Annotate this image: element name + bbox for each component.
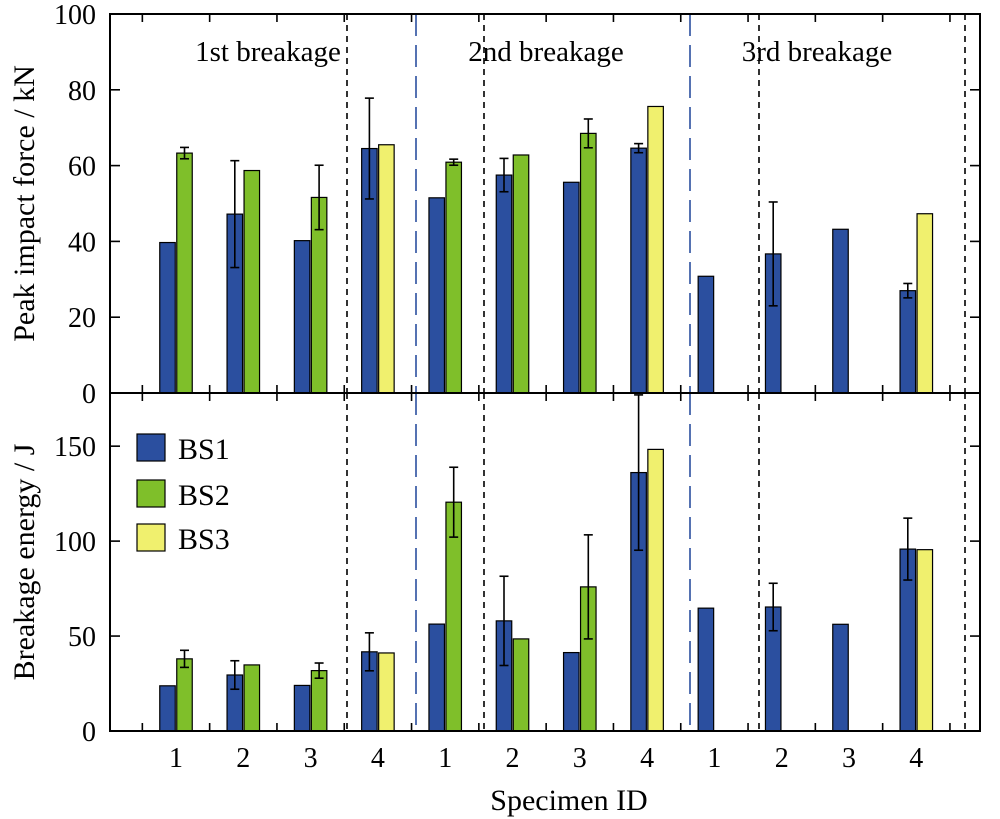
bar-bs1	[159, 241, 176, 394]
y-tick-label: 50	[68, 622, 96, 653]
bar-bs3	[916, 549, 934, 732]
x-axis-label: Specimen ID	[490, 784, 647, 817]
bar-bs3	[378, 144, 395, 394]
bar-bs2	[243, 169, 261, 394]
y-tick-label: 60	[68, 152, 96, 183]
panel-peak-impact-force: 0 20 40 60 80 100 Peak impact force / kN 1st b…	[8, 0, 981, 410]
x-tick-label: 2	[236, 743, 250, 774]
x-tick-label: 2	[775, 743, 789, 774]
legend-label: BS1	[178, 433, 230, 466]
bar-bs2	[445, 161, 463, 394]
bar-bs1	[697, 607, 715, 732]
legend-swatch-bs3	[136, 523, 166, 552]
bar-bs1	[428, 197, 446, 394]
x-tick-label: 4	[371, 743, 385, 774]
legend-label: BS2	[178, 479, 230, 512]
panel-breakage-energy: 0 50 100 150 Breakage energy / J BS1 BS2 BS3	[8, 392, 981, 748]
bar-bs3	[647, 448, 664, 732]
bar-bs2	[579, 132, 597, 394]
section-label: 3rd breakage	[742, 36, 893, 68]
section-label: 2nd breakage	[468, 36, 623, 68]
legend-label: BS3	[178, 523, 230, 556]
y-tick-label: 100	[54, 0, 96, 31]
bar-bs2	[512, 154, 530, 394]
x-tick-label: 4	[640, 743, 654, 774]
bar-bs1	[630, 147, 647, 394]
y-tick-label: 100	[54, 527, 96, 558]
bar-bs1	[495, 174, 513, 394]
bar-bs3	[378, 652, 395, 732]
bar-bs1	[428, 623, 446, 732]
y-tick-label: 40	[68, 227, 96, 258]
y-axis-label: Breakage energy / J	[8, 443, 41, 680]
x-tick-label: 3	[304, 743, 318, 774]
x-tick-label: 1	[438, 743, 452, 774]
bar-bs3	[916, 213, 934, 394]
bar-bs1	[293, 684, 311, 732]
panel-frame	[109, 392, 981, 732]
section-label: 1st breakage	[195, 36, 341, 68]
y-tick-label: 80	[68, 76, 96, 107]
y-tick-label: 20	[68, 303, 96, 334]
y-axis-label: Peak impact force / kN	[8, 65, 41, 342]
bar-bs1	[293, 240, 311, 394]
bar-bs1	[159, 685, 176, 732]
bar-bs2	[310, 670, 328, 732]
bar-bs1	[562, 181, 580, 394]
legend-swatch-bs1	[136, 433, 166, 462]
bar-bs1	[899, 290, 917, 394]
x-tick-label: 3	[842, 743, 856, 774]
x-tick-label: 1	[169, 743, 183, 774]
legend-swatch-bs2	[136, 479, 166, 508]
bar-bs2	[176, 658, 193, 732]
bar-bs2	[512, 638, 530, 732]
bar-bs3	[647, 105, 664, 394]
y-tick-label: 150	[54, 432, 96, 463]
bar-bs2	[243, 664, 261, 732]
x-tick-label: 4	[909, 743, 923, 774]
y-tick-label: 0	[82, 379, 96, 410]
x-tick-label: 3	[573, 743, 587, 774]
bar-bs2	[176, 152, 193, 394]
y-tick-label: 0	[82, 717, 96, 748]
x-tick-label: 2	[506, 743, 520, 774]
x-tick-label: 1	[707, 743, 721, 774]
bar-bs1	[832, 228, 849, 394]
x-axis: Specimen ID 1 2 3 4 1 2 3 4 1 2 3 4	[169, 743, 923, 817]
bar-bs1	[832, 623, 849, 732]
bar-bs1	[697, 275, 715, 394]
bar-bs1	[562, 651, 580, 732]
